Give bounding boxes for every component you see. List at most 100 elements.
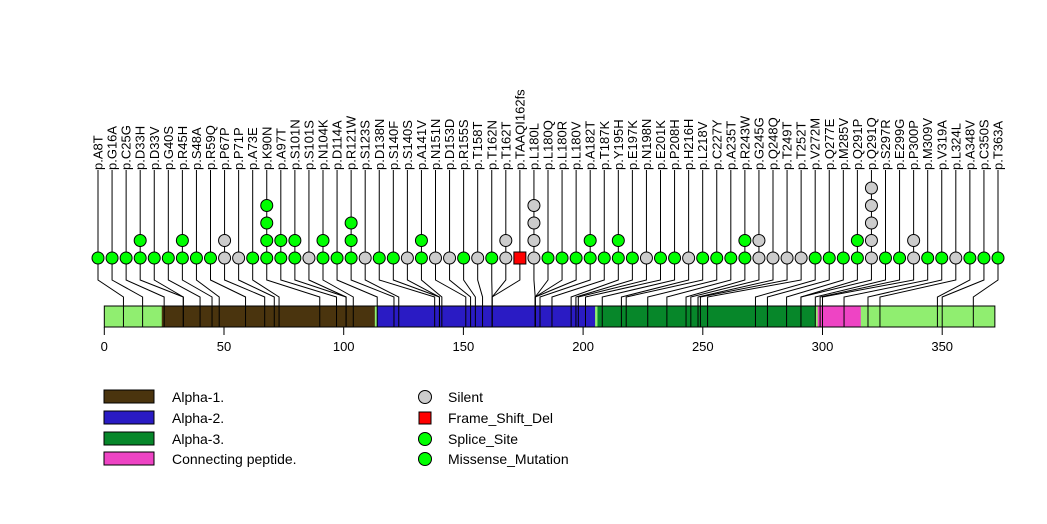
- mutation-marker: [907, 251, 921, 265]
- mutation-label: p.TAAQI162fs: [512, 89, 527, 170]
- mutation-marker: [921, 251, 935, 265]
- mutation-marker: [161, 251, 175, 265]
- legend-swatch: [103, 451, 155, 466]
- mutation-marker: [864, 234, 878, 247]
- mutation-label: p.A141V: [414, 120, 429, 170]
- mutation-marker: [907, 234, 921, 247]
- mutation-marker: [752, 251, 766, 265]
- mutation-marker: [189, 251, 203, 265]
- mutation-label: p.C25G: [119, 125, 134, 170]
- mutation-marker: [260, 234, 274, 247]
- mutation-connector: [584, 170, 661, 327]
- mutation-label: p.Q291P: [850, 119, 865, 170]
- mutation-label: p.L218V: [695, 121, 710, 170]
- mutation-label: p.L180R: [555, 121, 570, 170]
- mutation-marker: [443, 251, 457, 265]
- mutation-label: p.A348V: [962, 120, 977, 170]
- mutation-label: p.E299G: [892, 119, 907, 170]
- mutation-label: p.R121W: [344, 115, 359, 170]
- legend-marker: [418, 411, 432, 425]
- mutation-label: p.M285V: [836, 118, 851, 170]
- mutation-marker: [625, 251, 639, 265]
- mutation-connector: [181, 170, 213, 327]
- mutation-label: p.C350S: [976, 119, 991, 170]
- legend-label: Alpha-2.: [172, 410, 224, 426]
- mutation-label: p.T249T: [780, 122, 795, 170]
- mutation-label: p.S101N: [287, 119, 302, 170]
- mutation-connector: [534, 170, 549, 327]
- mutation-connector: [210, 170, 247, 327]
- mutation-marker: [274, 234, 288, 247]
- mutation-label: p.Y195H: [611, 119, 626, 170]
- mutation-marker: [696, 251, 710, 265]
- mutation-connector: [814, 170, 886, 327]
- mutation-marker: [541, 251, 555, 265]
- mutation-label: p.A8T: [91, 135, 106, 170]
- mutation-marker: [935, 251, 949, 265]
- mutation-marker: [513, 251, 527, 265]
- mutation-marker: [372, 251, 386, 265]
- mutation-label: p.A73E: [245, 127, 260, 170]
- mutation-label: p.D33H: [133, 126, 148, 170]
- legend-marker: [418, 432, 432, 446]
- mutation-marker: [682, 251, 696, 265]
- mutation-connector: [699, 170, 788, 327]
- mutation-marker: [738, 251, 752, 265]
- mutation-connector: [491, 170, 521, 327]
- mutation-marker: [400, 251, 414, 265]
- mutation-marker: [175, 251, 189, 265]
- mutation-label: p.P300P: [906, 120, 921, 170]
- mutation-label: p.M309V: [920, 118, 935, 170]
- mutation-label: p.V272M: [808, 118, 823, 170]
- mutation-label: p.L180L: [526, 123, 541, 170]
- mutation-label: p.D33V: [147, 126, 162, 170]
- mutation-marker: [808, 251, 822, 265]
- mutation-connector: [406, 170, 440, 327]
- mutation-marker: [288, 234, 302, 247]
- mutation-marker: [527, 234, 541, 247]
- mutation-marker: [175, 234, 189, 247]
- mutation-connector: [435, 170, 467, 327]
- mutation-label: p.E197K: [625, 120, 640, 170]
- mutation-label: p.G245G: [751, 117, 766, 170]
- legend-label: Silent: [448, 389, 483, 405]
- mutation-label: p.Q248Q: [766, 117, 781, 170]
- mutation-label: p.N104K: [316, 119, 331, 170]
- mutation-connector: [843, 170, 929, 327]
- mutation-label: p.T252T: [794, 122, 809, 170]
- mutation-marker: [738, 234, 752, 247]
- mutation-marker: [499, 251, 513, 265]
- mutation-label: p.Q277E: [822, 118, 837, 170]
- legend-label: Missense_Mutation: [448, 451, 569, 467]
- mutation-connector: [111, 170, 144, 327]
- mutation-marker: [879, 251, 892, 265]
- mutation-marker: [991, 251, 1005, 265]
- mutation-connector: [879, 170, 957, 327]
- mutation-connector: [570, 170, 619, 327]
- mutation-marker: [864, 251, 878, 265]
- mutation-marker: [414, 251, 428, 265]
- mutation-label: p.D114A: [330, 120, 345, 170]
- mutation-label: p.D153D: [442, 119, 457, 170]
- mutation-marker: [105, 251, 119, 265]
- mutation-connector: [364, 170, 400, 327]
- x-tick-label: 350: [931, 339, 953, 354]
- mutation-marker: [977, 251, 991, 265]
- mutation-connector: [463, 170, 476, 327]
- mutation-label: p.T162T: [498, 122, 513, 170]
- mutation-label: p.S48A: [189, 127, 204, 170]
- mutation-marker: [302, 251, 316, 265]
- mutation-marker: [864, 199, 878, 212]
- mutation-connector: [252, 170, 280, 327]
- mutation-marker: [527, 199, 541, 212]
- mutation-label: p.R155S: [456, 119, 471, 170]
- mutation-label: p.S297R: [878, 119, 893, 170]
- mutation-label: p.V319A: [934, 120, 949, 170]
- mutation-marker: [724, 251, 738, 265]
- mutation-marker: [963, 251, 977, 265]
- mutation-connector: [620, 170, 690, 327]
- mutation-connector: [195, 170, 220, 327]
- x-tick-label: 150: [453, 339, 475, 354]
- mutation-marker: [499, 234, 513, 247]
